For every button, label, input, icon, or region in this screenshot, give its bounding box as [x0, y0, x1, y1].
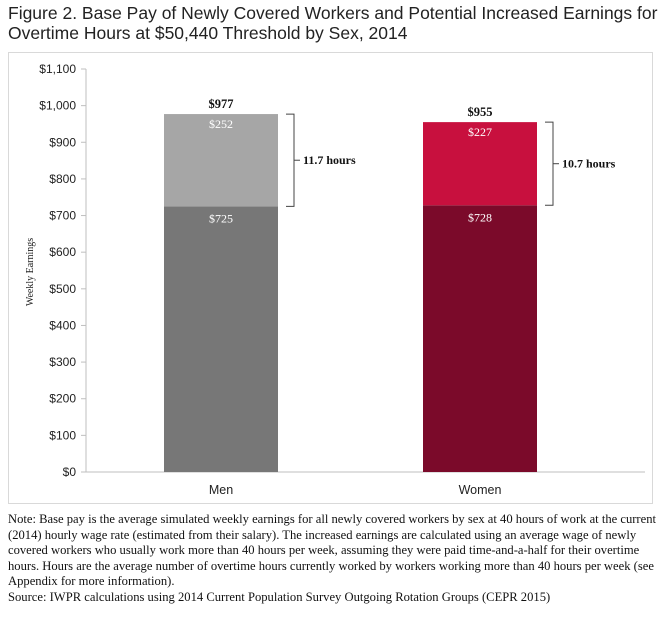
x-category-label: Men — [209, 483, 233, 497]
y-tick-label: $1,100 — [39, 62, 76, 76]
bar-overtime-increase — [164, 114, 278, 207]
bar-overtime-increase — [423, 122, 537, 206]
bar-increase-label: $252 — [209, 117, 233, 131]
chart-panel — [8, 52, 653, 504]
bar-total-label: $955 — [468, 105, 493, 119]
y-tick-label: $900 — [49, 135, 76, 149]
y-tick-label: $700 — [49, 209, 76, 223]
y-tick-label: $400 — [49, 318, 76, 332]
bar-base-label: $725 — [209, 211, 233, 225]
source-text: Source: IWPR calculations using 2014 Cur… — [8, 589, 551, 604]
y-tick-label: $100 — [49, 428, 76, 442]
hours-label: 11.7 hours — [303, 153, 356, 167]
y-tick-label: $600 — [49, 245, 76, 259]
y-tick-label: $200 — [49, 392, 76, 406]
chart-title: Figure 2. Base Pay of Newly Covered Work… — [8, 3, 658, 43]
y-axis-title: Weekly Earnings — [25, 238, 36, 306]
y-tick-label: $1,000 — [39, 99, 76, 113]
bar-total-label: $977 — [209, 97, 234, 111]
note-text: Note: Base pay is the average simulated … — [8, 512, 657, 589]
y-tick-label: $800 — [49, 172, 76, 186]
bar-increase-label: $227 — [468, 125, 492, 139]
x-category-label: Women — [459, 483, 502, 497]
hours-bracket — [545, 121, 554, 206]
bar-base-label: $728 — [468, 210, 492, 224]
hours-label: 10.7 hours — [562, 157, 616, 171]
y-tick-label: $500 — [49, 282, 76, 296]
y-tick-label: $0 — [63, 465, 77, 479]
hours-bracket — [286, 113, 295, 207]
chart-footnote: Note: Base pay is the average simulated … — [8, 512, 658, 606]
y-tick-label: $300 — [49, 355, 76, 369]
bar-base-pay — [423, 205, 537, 472]
bar-base-pay — [164, 206, 278, 473]
